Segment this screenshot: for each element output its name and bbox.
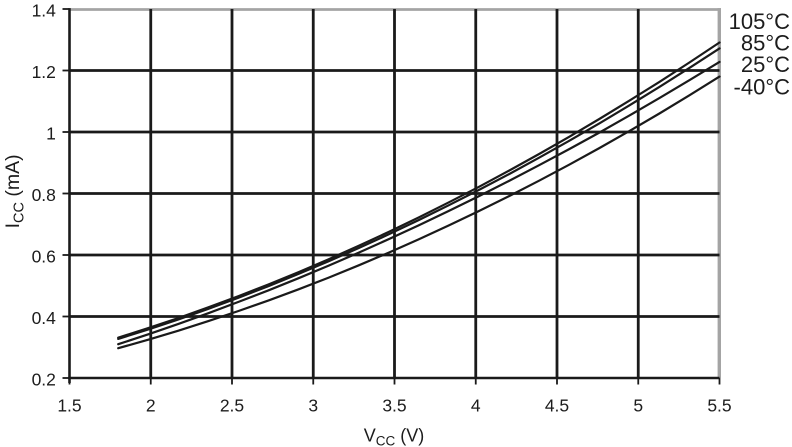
svg-text:5: 5 bbox=[633, 396, 643, 416]
svg-text:1.5: 1.5 bbox=[57, 396, 81, 416]
svg-text:0.8: 0.8 bbox=[32, 185, 56, 205]
svg-text:4.5: 4.5 bbox=[545, 396, 569, 416]
svg-text:1: 1 bbox=[46, 123, 56, 143]
svg-text:1.2: 1.2 bbox=[32, 62, 56, 82]
svg-text:85°C: 85°C bbox=[741, 31, 790, 56]
svg-text:1.4: 1.4 bbox=[32, 0, 57, 20]
svg-text:105°C: 105°C bbox=[729, 9, 791, 34]
svg-text:2.5: 2.5 bbox=[220, 396, 244, 416]
svg-text:0.6: 0.6 bbox=[32, 246, 56, 266]
svg-text:0.2: 0.2 bbox=[32, 369, 56, 389]
svg-text:3: 3 bbox=[308, 396, 318, 416]
svg-text:25°C: 25°C bbox=[741, 52, 790, 77]
svg-text:4: 4 bbox=[471, 396, 481, 416]
svg-text:ICC (mA): ICC (mA) bbox=[2, 154, 27, 228]
svg-text:2: 2 bbox=[146, 396, 156, 416]
svg-text:0.4: 0.4 bbox=[32, 308, 57, 328]
svg-text:3.5: 3.5 bbox=[382, 396, 406, 416]
svg-text:5.5: 5.5 bbox=[707, 396, 731, 416]
svg-text:-40°C: -40°C bbox=[734, 74, 791, 99]
